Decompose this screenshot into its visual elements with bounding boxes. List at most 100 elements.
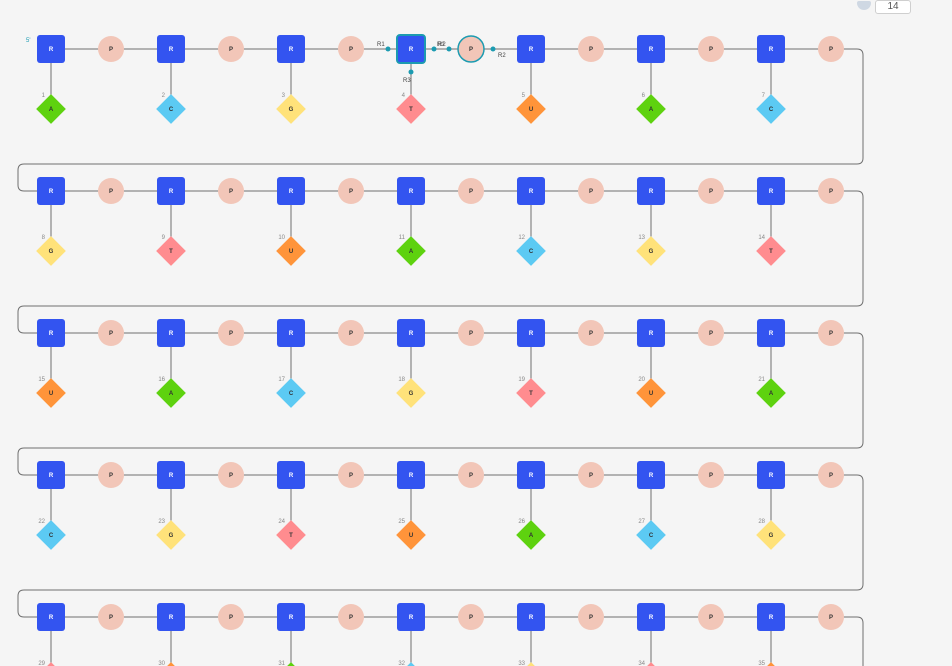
base-monomer[interactable]: T34: [636, 661, 666, 666]
sugar-monomer[interactable]: R: [397, 603, 425, 631]
base-monomer[interactable]: C 22: [36, 519, 66, 550]
phosphate-monomer[interactable]: P: [698, 36, 724, 62]
base-monomer[interactable]: A 26: [516, 519, 546, 550]
sugar-monomer[interactable]: R: [517, 35, 545, 63]
attachment-point[interactable]: [490, 46, 496, 52]
phosphate-monomer[interactable]: P: [218, 178, 244, 204]
sugar-monomer[interactable]: R: [637, 603, 665, 631]
sugar-monomer[interactable]: R: [637, 35, 665, 63]
base-monomer[interactable]: A 21: [756, 377, 786, 408]
sugar-monomer[interactable]: R: [37, 35, 65, 63]
base-monomer[interactable]: U30: [156, 661, 186, 666]
phosphate-monomer[interactable]: P: [818, 36, 844, 62]
base-monomer[interactable]: G3: [276, 93, 306, 124]
base-monomer[interactable]: C2: [156, 93, 186, 124]
base-monomer[interactable]: T4: [396, 93, 426, 124]
base-monomer[interactable]: A 11: [396, 235, 426, 266]
base-monomer[interactable]: G 13: [636, 235, 666, 266]
phosphate-monomer[interactable]: P: [578, 36, 604, 62]
sugar-monomer[interactable]: R: [37, 461, 65, 489]
sugar-monomer[interactable]: R: [397, 319, 425, 347]
phosphate-monomer[interactable]: P: [458, 462, 484, 488]
phosphate-monomer[interactable]: P: [458, 320, 484, 346]
phosphate-monomer[interactable]: P: [818, 462, 844, 488]
phosphate-monomer[interactable]: P: [698, 320, 724, 346]
phosphate-monomer[interactable]: P: [578, 320, 604, 346]
phosphate-monomer[interactable]: P: [338, 604, 364, 630]
base-monomer[interactable]: A6: [636, 93, 666, 124]
sugar-monomer[interactable]: R: [157, 177, 185, 205]
phosphate-monomer[interactable]: P: [458, 178, 484, 204]
phosphate-monomer[interactable]: P: [338, 462, 364, 488]
phosphate-monomer[interactable]: P: [218, 462, 244, 488]
sugar-monomer[interactable]: R: [757, 603, 785, 631]
phosphate-monomer[interactable]: P: [98, 462, 124, 488]
base-monomer[interactable]: T 24: [276, 519, 306, 550]
sugar-monomer[interactable]: R: [517, 319, 545, 347]
sugar-monomer[interactable]: R: [277, 603, 305, 631]
phosphate-monomer[interactable]: P: [338, 178, 364, 204]
phosphate-monomer[interactable]: P: [218, 604, 244, 630]
base-monomer[interactable]: U 25: [396, 519, 426, 550]
base-monomer[interactable]: A 16: [156, 377, 186, 408]
base-monomer[interactable]: G8: [36, 235, 66, 266]
phosphate-monomer[interactable]: P: [338, 36, 364, 62]
base-monomer[interactable]: C32: [396, 661, 426, 666]
phosphate-monomer[interactable]: P: [458, 604, 484, 630]
phosphate-monomer[interactable]: P: [818, 320, 844, 346]
sugar-monomer[interactable]: R: [157, 35, 185, 63]
phosphate-monomer[interactable]: P: [578, 178, 604, 204]
sugar-monomer[interactable]: R: [277, 319, 305, 347]
base-monomer[interactable]: U 20: [636, 377, 666, 408]
phosphate-monomer[interactable]: P: [578, 462, 604, 488]
phosphate-monomer[interactable]: P: [218, 320, 244, 346]
base-monomer[interactable]: T29: [36, 661, 66, 666]
base-monomer[interactable]: G33: [516, 661, 546, 666]
base-monomer[interactable]: G 23: [156, 519, 186, 550]
base-monomer[interactable]: U 10: [276, 235, 306, 266]
phosphate-monomer[interactable]: P: [818, 604, 844, 630]
sugar-monomer[interactable]: R: [517, 461, 545, 489]
sugar-monomer[interactable]: R: [637, 319, 665, 347]
sugar-monomer[interactable]: R: [37, 603, 65, 631]
phosphate-monomer[interactable]: P: [218, 36, 244, 62]
phosphate-monomer[interactable]: P: [818, 178, 844, 204]
attachment-point[interactable]: [385, 46, 391, 52]
sugar-monomer[interactable]: R: [277, 177, 305, 205]
phosphate-monomer[interactable]: P: [98, 320, 124, 346]
base-monomer[interactable]: A31: [276, 661, 306, 666]
sugar-monomer[interactable]: R: [277, 461, 305, 489]
attachment-point[interactable]: [408, 69, 414, 75]
sugar-monomer[interactable]: R: [757, 319, 785, 347]
base-monomer[interactable]: U 15: [36, 377, 66, 408]
sugar-monomer[interactable]: R: [37, 177, 65, 205]
sugar-monomer[interactable]: R: [157, 603, 185, 631]
sugar-monomer[interactable]: R: [637, 461, 665, 489]
phosphate-monomer[interactable]: P: [578, 604, 604, 630]
sugar-monomer[interactable]: R: [517, 603, 545, 631]
sugar-monomer[interactable]: R: [157, 461, 185, 489]
phosphate-monomer[interactable]: P: [98, 604, 124, 630]
phosphate-monomer[interactable]: P: [698, 462, 724, 488]
sugar-monomer[interactable]: R: [757, 461, 785, 489]
sugar-monomer[interactable]: R: [757, 35, 785, 63]
base-monomer[interactable]: T9: [156, 235, 186, 266]
sugar-monomer[interactable]: R: [397, 177, 425, 205]
sugar-monomer[interactable]: R: [277, 35, 305, 63]
phosphate-monomer[interactable]: P: [698, 178, 724, 204]
base-monomer[interactable]: U5: [516, 93, 546, 124]
sugar-monomer[interactable]: R: [637, 177, 665, 205]
base-monomer[interactable]: A1: [36, 93, 66, 124]
phosphate-monomer[interactable]: P: [698, 604, 724, 630]
base-monomer[interactable]: C 27: [636, 519, 666, 550]
base-monomer[interactable]: G 18: [396, 377, 426, 408]
zoom-counter[interactable]: 14: [857, 0, 911, 14]
phosphate-monomer[interactable]: P: [338, 320, 364, 346]
base-monomer[interactable]: G 28: [756, 519, 786, 550]
sugar-monomer[interactable]: R: [397, 461, 425, 489]
phosphate-monomer[interactable]: P: [98, 36, 124, 62]
sugar-monomer[interactable]: R: [757, 177, 785, 205]
base-monomer[interactable]: U35: [756, 661, 786, 666]
